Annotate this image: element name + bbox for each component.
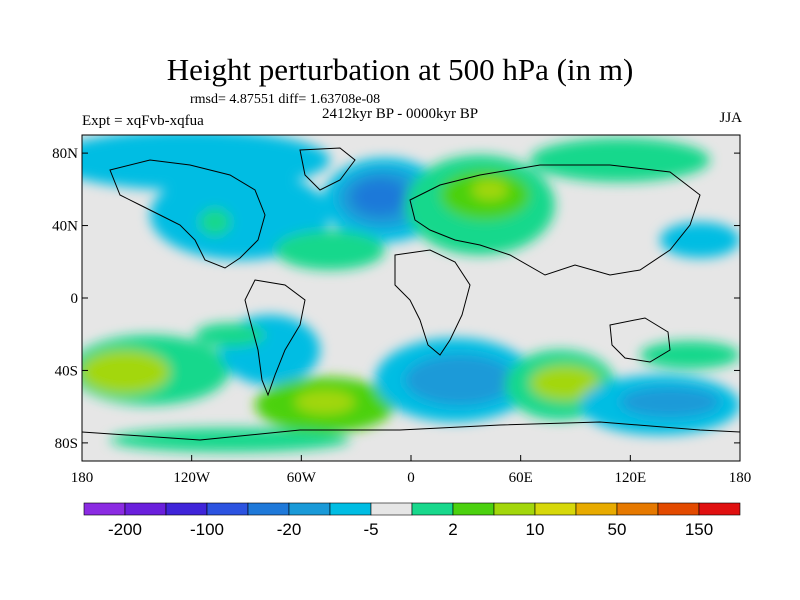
colorbar-box — [493, 502, 536, 516]
colorbar-label: -200 — [108, 520, 142, 539]
colorbar-label: -100 — [190, 520, 224, 539]
contour-blob — [110, 428, 350, 452]
coastline-africa — [394, 249, 471, 356]
coastline-eurasia — [409, 164, 701, 276]
contour-blob — [530, 365, 600, 401]
contour-blob — [195, 323, 265, 347]
lat-tick-label: 80N — [52, 146, 78, 162]
period-label: 2412kyr BP - 0000kyr BP — [322, 106, 479, 122]
lon-tick-label: 120W — [173, 470, 211, 486]
contour-blob — [620, 387, 720, 417]
colorbar-box — [288, 502, 331, 516]
contour-blob — [150, 170, 330, 260]
contour-blob — [530, 138, 710, 182]
coastline-antarctica — [82, 421, 740, 441]
lat-tick-label: 40S — [55, 363, 78, 379]
lat-tick-label: 0 — [71, 291, 79, 307]
coastline-australia — [609, 317, 671, 363]
contour-blob — [352, 179, 408, 215]
colorbar-label: -5 — [363, 520, 378, 539]
contour-blob — [660, 222, 740, 258]
colorbar-box — [698, 502, 741, 516]
lon-tick-label: 0 — [407, 470, 415, 486]
colorbar-box — [329, 502, 372, 516]
colorbar-box — [411, 502, 454, 516]
colorbar-box — [247, 502, 290, 516]
colorbar-label: 2 — [448, 520, 457, 539]
map-title: Height perturbation at 500 hPa (in m) — [166, 52, 634, 87]
coastline-south-america — [244, 279, 306, 397]
colorbar-label: 150 — [685, 520, 713, 539]
colorbar — [83, 502, 741, 516]
contour-blob — [472, 180, 508, 200]
colorbar-labels: -200 -100 -20 -5 2 10 50 150 — [108, 520, 713, 539]
lon-tick-label: 180 — [729, 470, 752, 486]
colorbar-label: 10 — [526, 520, 545, 539]
lon-tick-label: 120E — [614, 470, 646, 486]
season-label: JJA — [719, 110, 742, 126]
coastline-greenland — [299, 147, 356, 191]
colorbar-box — [452, 502, 495, 516]
colorbar-box — [83, 502, 126, 516]
lon-tick-label: 60E — [509, 470, 533, 486]
contour-field — [82, 135, 740, 452]
colorbar-box — [616, 502, 659, 516]
colorbar-box — [206, 502, 249, 516]
longitude-axis: 180 120W 60W 0 60E 120E 180 — [71, 455, 752, 486]
colorbar-box — [575, 502, 618, 516]
lon-tick-label: 60W — [287, 470, 317, 486]
lon-tick-label: 180 — [71, 470, 94, 486]
colorbar-box — [124, 502, 167, 516]
contour-blob — [199, 208, 231, 236]
contour-blob — [295, 390, 355, 414]
contour-blob — [275, 230, 385, 270]
latitude-axis: 80N 40N 0 40S 80S — [52, 146, 740, 452]
colorbar-label: -20 — [277, 520, 302, 539]
coastline-north-america — [109, 159, 266, 269]
lat-tick-label: 40N — [52, 219, 78, 235]
colorbar-box — [165, 502, 208, 516]
colorbar-label: 50 — [608, 520, 627, 539]
experiment-label: Expt = xqFvb-xqfua — [82, 113, 204, 129]
colorbar-box — [370, 502, 413, 516]
coastlines — [82, 147, 740, 441]
contour-blob — [82, 350, 170, 394]
rmsd-stats: rmsd= 4.87551 diff= 1.63708e-08 — [190, 92, 381, 107]
contour-blob — [640, 341, 740, 369]
colorbar-box — [657, 502, 700, 516]
lat-tick-label: 80S — [55, 436, 78, 452]
colorbar-box — [534, 502, 577, 516]
contour-blob — [405, 355, 515, 405]
